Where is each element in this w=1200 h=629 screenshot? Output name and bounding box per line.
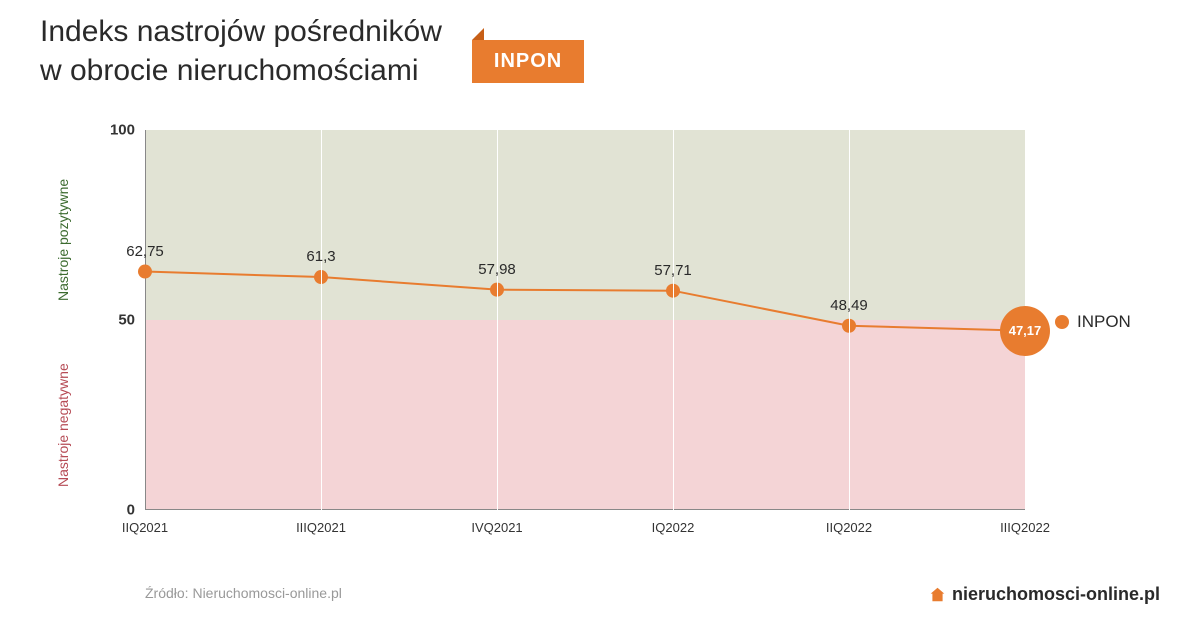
point-label: 57,71 (654, 262, 692, 279)
x-tick: IIQ2021 (122, 510, 168, 535)
y-tick: 50 (118, 312, 145, 329)
inpon-chart: 050100IIQ2021IIIQ2021IVQ2021IQ2022IIQ202… (145, 130, 1025, 510)
title-line-1: Indeks nastrojów pośredników (40, 15, 442, 48)
point-label: 62,75 (126, 243, 164, 260)
legend-label: INPON (1077, 312, 1131, 332)
highlight-point: 47,17 (1000, 306, 1050, 356)
x-tick: IIIQ2022 (1000, 510, 1050, 535)
legend-marker (1055, 315, 1069, 329)
point-label: 61,3 (306, 248, 335, 265)
positive-side-label: Nastroje pozytywne (55, 165, 71, 315)
source-text: Źródło: Nieruchomosci-online.pl (145, 585, 342, 601)
point-label: 57,98 (478, 261, 516, 278)
x-tick: IQ2022 (652, 510, 695, 535)
grid-line (849, 130, 850, 510)
grid-line (673, 130, 674, 510)
grid-line (321, 130, 322, 510)
point-label: 48,49 (830, 297, 868, 314)
legend: INPON (1055, 312, 1131, 332)
y-tick: 100 (110, 122, 145, 139)
x-tick: IIIQ2021 (296, 510, 346, 535)
brand: nieruchomosci-online.pl (929, 584, 1160, 605)
house-icon (929, 586, 946, 603)
grid-line (497, 130, 498, 510)
negative-side-label: Nastroje negatywne (55, 350, 71, 500)
title-line-2: w obrocie nieruchomościami (40, 54, 419, 87)
x-tick: IVQ2021 (471, 510, 522, 535)
line-plot (145, 130, 1025, 510)
inpon-badge: INPON (472, 40, 584, 83)
brand-text: nieruchomosci-online.pl (952, 584, 1160, 605)
x-tick: IIQ2022 (826, 510, 872, 535)
badge-label: INPON (472, 40, 584, 83)
